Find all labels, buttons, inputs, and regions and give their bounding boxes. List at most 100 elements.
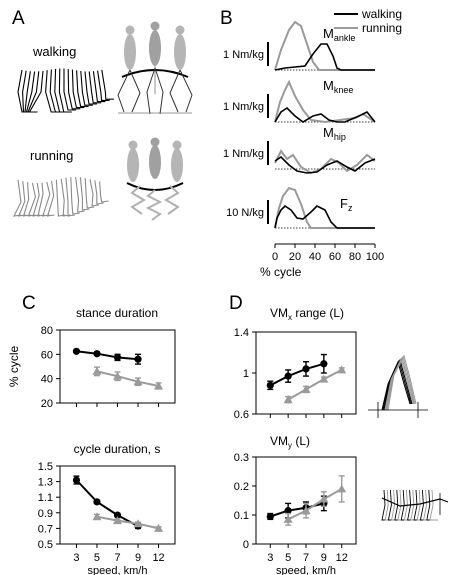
data-point-running bbox=[319, 494, 329, 503]
xtick-label-3: 7 bbox=[303, 552, 309, 564]
panel-b-xtick-label: 20 bbox=[289, 251, 301, 263]
stick-run-frame bbox=[79, 177, 90, 211]
data-point-walking bbox=[93, 498, 101, 506]
chart-title-main: VM bbox=[270, 434, 288, 448]
ytick-label-1: 1.3 bbox=[38, 477, 53, 489]
data-point-running bbox=[283, 514, 293, 523]
trace-label-1: Mknee bbox=[323, 78, 353, 95]
data-point-walking bbox=[72, 476, 81, 484]
plot-frame-0 bbox=[59, 329, 176, 404]
xtick-label-1: 12 bbox=[152, 552, 164, 564]
stick-walk-frame bbox=[80, 70, 93, 106]
ytick-label-3: 0 bbox=[243, 539, 249, 551]
ytick-label-0: 60 bbox=[41, 349, 53, 361]
data-point-running bbox=[154, 381, 164, 390]
stick-walk-frame bbox=[84, 71, 97, 105]
data-point-running bbox=[92, 512, 102, 521]
ytick-label-1: 0.7 bbox=[38, 523, 53, 535]
series-walking bbox=[72, 347, 142, 365]
data-point-running bbox=[337, 484, 347, 493]
trace-label-2: Mhip bbox=[323, 125, 346, 142]
trace-label-main-2: M bbox=[323, 125, 334, 140]
chart-title-sub: y bbox=[288, 441, 292, 450]
scale-label-1: 1 Nm/kg bbox=[223, 101, 264, 113]
series-line-running bbox=[96, 370, 159, 387]
ytick-label-0: 80 bbox=[41, 325, 53, 337]
stick-run-frame bbox=[13, 179, 22, 217]
ytick-label-0: 40 bbox=[41, 374, 53, 386]
trace-running-3 bbox=[274, 186, 375, 229]
stick-run-frame bbox=[37, 182, 46, 217]
running-stick-figure bbox=[13, 176, 109, 217]
xtick-label-3: 9 bbox=[321, 552, 327, 564]
chart-2: 0.6 1 1.4 VMx range (L) bbox=[234, 306, 357, 421]
data-point-walking bbox=[113, 511, 122, 519]
stick-run-frame bbox=[70, 177, 80, 215]
walking-label: walking bbox=[32, 44, 76, 59]
vm-y-stick bbox=[429, 489, 438, 521]
stick-run-frame bbox=[32, 182, 41, 217]
panel-letter-b: B bbox=[220, 8, 233, 29]
trace-walking-3 bbox=[274, 204, 375, 229]
chart-title-sub: x bbox=[288, 313, 292, 322]
chart-title-3: VMy (L) bbox=[270, 434, 310, 450]
stick-run-frame bbox=[27, 182, 36, 217]
stick-walk-frame bbox=[88, 71, 102, 104]
xtick-label-1: 5 bbox=[94, 552, 100, 564]
stick-run-frame bbox=[22, 182, 31, 217]
stick-walk-frame bbox=[28, 70, 44, 113]
stick-walk-frame bbox=[45, 70, 60, 113]
series-line-running bbox=[96, 515, 159, 530]
vm-y-trajectory bbox=[381, 497, 449, 507]
trace-label-main-1: M bbox=[323, 78, 334, 93]
trace-label-main-0: M bbox=[323, 26, 334, 41]
data-point-walking bbox=[266, 381, 274, 389]
series-line-walking bbox=[76, 350, 139, 361]
speed-charts: 20 40 60 80 stance duration % cycle 0.5 0.7 0.9 1… bbox=[7, 306, 357, 575]
data-point-running bbox=[337, 365, 347, 374]
stick-walk-frame bbox=[58, 68, 72, 113]
panel-letter-a: A bbox=[12, 8, 25, 29]
ytick-label-1: 1.5 bbox=[38, 461, 53, 473]
xtick-label-1: 7 bbox=[114, 552, 120, 564]
xlabel-1: speed, km/h bbox=[88, 565, 148, 575]
walking-stick-figure bbox=[17, 68, 114, 113]
trace-walking-2 bbox=[274, 155, 376, 174]
stick-run-frame bbox=[89, 179, 100, 207]
data-point-walking bbox=[72, 347, 81, 355]
data-point-running bbox=[283, 395, 293, 404]
ytick-label-3: 0.1 bbox=[234, 510, 249, 522]
panel-letter-c: C bbox=[22, 293, 36, 314]
ytick-label-1: 0.9 bbox=[38, 508, 53, 520]
stick-run-frame bbox=[99, 181, 109, 203]
data-point-walking bbox=[266, 512, 274, 521]
series-walking bbox=[72, 475, 142, 530]
stick-walk-frame bbox=[54, 68, 68, 113]
data-point-walking bbox=[134, 355, 142, 363]
chart-title-main: VM bbox=[270, 306, 288, 320]
ytick-label-0: 20 bbox=[41, 398, 53, 410]
chart-1: 0.5 0.7 0.9 1.1 1.3 1.5 3 5 7 9 12 speed, km/h cycle… bbox=[38, 442, 176, 575]
series-line-walking bbox=[75, 479, 139, 527]
xtick-label-3: 12 bbox=[336, 552, 348, 564]
ytick-label-1: 1.1 bbox=[38, 492, 53, 504]
xtick-label-1: 3 bbox=[73, 552, 79, 564]
stick-run-frame bbox=[17, 181, 26, 217]
trace-label-sub-3: z bbox=[348, 203, 353, 213]
stick-run-frame bbox=[60, 178, 71, 217]
stick-walk-frame bbox=[76, 70, 89, 107]
xtick-label-3: 3 bbox=[267, 552, 273, 564]
ylabel-0: % cycle bbox=[7, 346, 21, 388]
data-point-running bbox=[319, 374, 329, 383]
stick-walk-frame bbox=[97, 70, 110, 101]
stick-run-frame bbox=[75, 176, 85, 213]
stick-walk-frame bbox=[101, 69, 114, 100]
stick-walk-frame bbox=[92, 71, 106, 103]
stick-walk-frame bbox=[71, 69, 85, 109]
data-point-walking bbox=[93, 350, 101, 358]
chart-title-rest: range (L) bbox=[292, 306, 344, 320]
panel-b-xlabel: % cycle bbox=[260, 265, 302, 279]
trace-running-2 bbox=[274, 149, 376, 175]
